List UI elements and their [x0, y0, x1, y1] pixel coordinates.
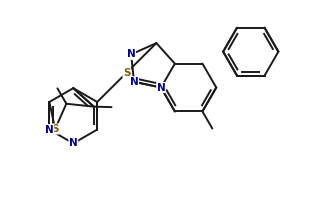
- Text: N: N: [157, 83, 165, 93]
- Text: S: S: [123, 67, 131, 78]
- Text: N: N: [45, 125, 54, 135]
- Text: N: N: [130, 77, 138, 87]
- Text: N: N: [127, 49, 135, 59]
- Text: N: N: [69, 138, 78, 148]
- Text: S: S: [51, 124, 59, 134]
